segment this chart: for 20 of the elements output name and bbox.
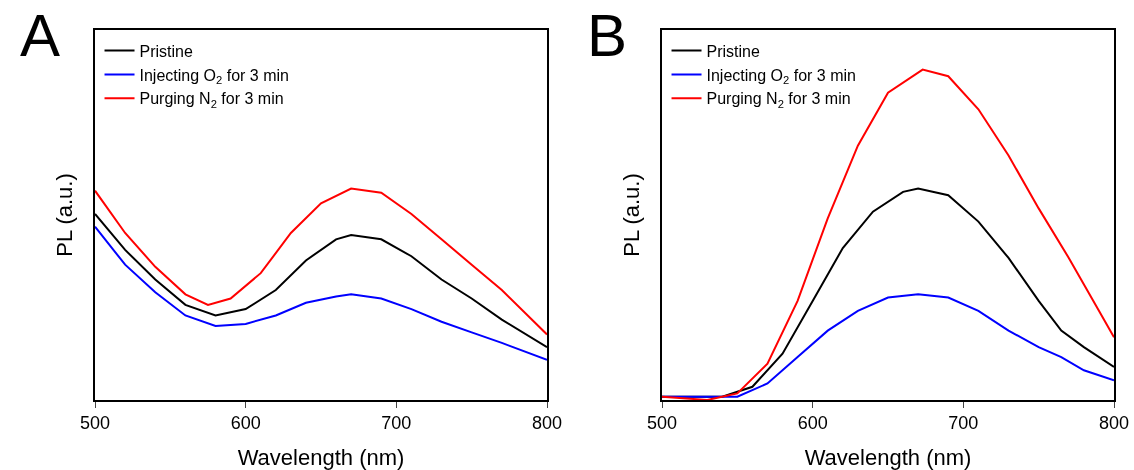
legend-label: Injecting O$_{2}$ for 3 min bbox=[139, 66, 289, 86]
y-axis-title: PL (a.u.) bbox=[51, 173, 77, 257]
legend-label: Purging N$_{2}$ for 3 min bbox=[706, 90, 851, 110]
x-tick-label: 700 bbox=[948, 413, 979, 434]
x-tick-label: 500 bbox=[646, 413, 678, 434]
text: A bbox=[20, 2, 61, 69]
legend-label: Injecting O$_{2}$ for 3 min bbox=[706, 66, 856, 86]
x-tick-label: 500 bbox=[79, 413, 111, 434]
legend-label: Purging N$_{2}$ for 3 min bbox=[139, 90, 284, 110]
x-tick-label: 600 bbox=[230, 413, 261, 434]
x-axis-title: Wavelength (nm) bbox=[237, 445, 405, 470]
x-tick-label: 800 bbox=[531, 413, 563, 434]
x-tick-label: 700 bbox=[381, 413, 412, 434]
x-axis-title: Wavelength (nm) bbox=[804, 445, 972, 470]
legend-label: Pristine bbox=[139, 42, 193, 60]
legend-label: Pristine bbox=[706, 42, 760, 60]
x-tick-label: 800 bbox=[1098, 413, 1130, 434]
text: B bbox=[587, 2, 628, 69]
x-tick-label: 600 bbox=[797, 413, 828, 434]
y-axis-title: PL (a.u.) bbox=[618, 173, 644, 257]
